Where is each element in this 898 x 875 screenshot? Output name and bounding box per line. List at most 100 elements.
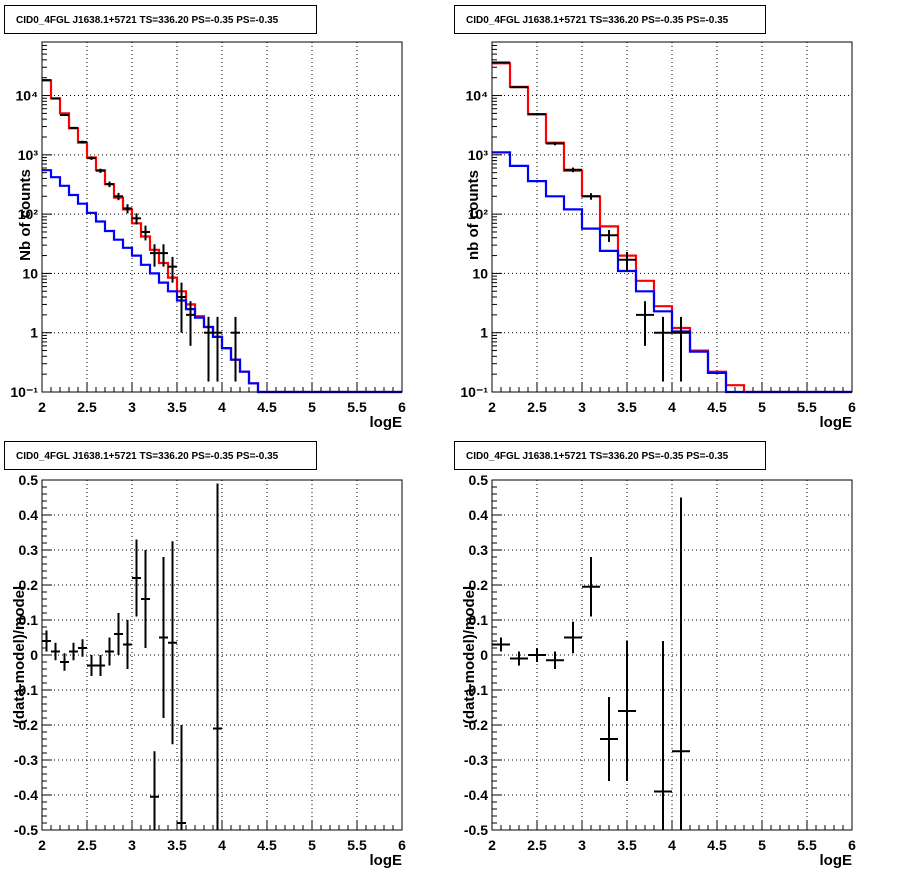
y-tick-label: -0.1 <box>464 682 488 698</box>
data-point <box>600 229 618 242</box>
data-point <box>564 621 582 654</box>
data-point <box>546 651 564 669</box>
plot-frame <box>491 479 853 831</box>
data-point <box>96 655 105 676</box>
data-point <box>51 97 60 100</box>
y-tick-label: 0.2 <box>469 577 489 593</box>
chart-panel-3: CID0_4FGL J1638.1+5721 TS=336.20 PS=-0.3… <box>4 441 406 869</box>
data-point <box>60 113 69 116</box>
x-tick-label: 3.5 <box>617 837 637 853</box>
x-axis-label: logE <box>820 414 853 431</box>
data-point <box>618 641 636 781</box>
data-point <box>231 316 240 382</box>
data-point <box>582 557 600 617</box>
chart-title: CID0_4FGL J1638.1+5721 TS=336.20 PS=-0.3… <box>16 451 279 462</box>
y-tick-label: 0 <box>30 647 38 663</box>
data-point <box>69 642 78 661</box>
x-tick-label: 5 <box>308 837 316 853</box>
plot-frame <box>41 479 403 831</box>
x-tick-label: 4 <box>218 399 226 415</box>
x-tick-label: 2.5 <box>527 399 547 415</box>
x-tick-label: 2 <box>488 837 496 853</box>
y-tick-label: -0.4 <box>14 787 38 803</box>
title-box <box>454 5 766 34</box>
data-point <box>654 641 672 830</box>
y-tick-label: -0.1 <box>14 682 38 698</box>
data-point <box>51 642 60 661</box>
data-point <box>123 204 132 214</box>
y-tick-label: 10³ <box>18 147 39 163</box>
x-tick-label: 3.5 <box>617 399 637 415</box>
data-point <box>213 483 222 830</box>
y-tick-label: 10⁻¹ <box>10 384 38 400</box>
chart-title: CID0_4FGL J1638.1+5721 TS=336.20 PS=-0.3… <box>466 15 729 26</box>
data-point <box>132 539 141 617</box>
series-data <box>492 61 690 382</box>
data-point <box>87 156 96 160</box>
data-point <box>105 637 114 666</box>
data-point <box>510 86 528 89</box>
x-tick-label: 3.5 <box>167 837 187 853</box>
x-tick-label: 2.5 <box>77 399 97 415</box>
chart-title: CID0_4FGL J1638.1+5721 TS=336.20 PS=-0.3… <box>466 451 729 462</box>
series-residuals <box>42 483 222 830</box>
y-tick-label: 0.3 <box>469 542 489 558</box>
y-tick-label: 0.5 <box>469 472 489 488</box>
x-tick-label: 5.5 <box>347 837 367 853</box>
data-point <box>132 213 141 225</box>
data-point <box>159 244 168 267</box>
data-point <box>69 126 78 129</box>
y-tick-label: -0.2 <box>14 717 38 733</box>
data-point <box>177 282 186 333</box>
x-tick-label: 4 <box>218 837 226 853</box>
x-tick-label: 4.5 <box>257 837 277 853</box>
chart-panel-1: CID0_4FGL J1638.1+5721 TS=336.20 PS=-0.3… <box>4 5 406 431</box>
data-point <box>168 541 177 745</box>
data-point <box>141 225 150 241</box>
data-point <box>510 651 528 666</box>
data-point <box>141 550 150 648</box>
series-residuals <box>492 497 690 830</box>
x-tick-label: 5 <box>758 837 766 853</box>
chart-panel-4: CID0_4FGL J1638.1+5721 TS=336.20 PS=-0.3… <box>454 441 856 869</box>
data-point <box>213 316 222 382</box>
x-tick-label: 3 <box>128 399 136 415</box>
x-tick-label: 4.5 <box>257 399 277 415</box>
data-point <box>114 613 123 655</box>
x-tick-label: 5 <box>758 399 766 415</box>
data-point <box>150 244 159 267</box>
title-box <box>454 441 766 470</box>
x-tick-label: 5.5 <box>797 837 817 853</box>
y-tick-label: 10 <box>22 265 38 281</box>
y-tick-label: 1 <box>30 325 38 341</box>
x-tick-label: 6 <box>398 399 406 415</box>
title-box <box>4 441 317 470</box>
data-point <box>78 639 87 657</box>
data-point <box>105 181 114 188</box>
data-point <box>87 655 96 676</box>
y-tick-label: 10 <box>472 265 488 281</box>
data-point <box>672 316 690 382</box>
x-tick-label: 5.5 <box>797 399 817 415</box>
data-point <box>168 256 177 283</box>
y-tick-label: -0.3 <box>14 752 38 768</box>
data-point <box>96 168 105 173</box>
data-point <box>150 751 159 830</box>
data-point <box>528 113 546 116</box>
y-axis-label: nb of counts <box>465 170 482 260</box>
x-tick-label: 2 <box>38 399 46 415</box>
x-tick-label: 2.5 <box>77 837 97 853</box>
x-tick-label: 3 <box>578 399 586 415</box>
chart-panel-2: CID0_4FGL J1638.1+5721 TS=336.20 PS=-0.3… <box>454 5 856 431</box>
data-point <box>546 141 564 146</box>
data-point <box>123 620 132 669</box>
x-tick-label: 4 <box>668 837 676 853</box>
x-tick-label: 2.5 <box>527 837 547 853</box>
y-tick-label: 10² <box>468 206 489 222</box>
x-tick-label: 3 <box>128 837 136 853</box>
data-point <box>186 301 195 346</box>
y-tick-label: -0.4 <box>464 787 488 803</box>
data-point <box>528 648 546 662</box>
y-tick-label: 0.3 <box>19 542 39 558</box>
